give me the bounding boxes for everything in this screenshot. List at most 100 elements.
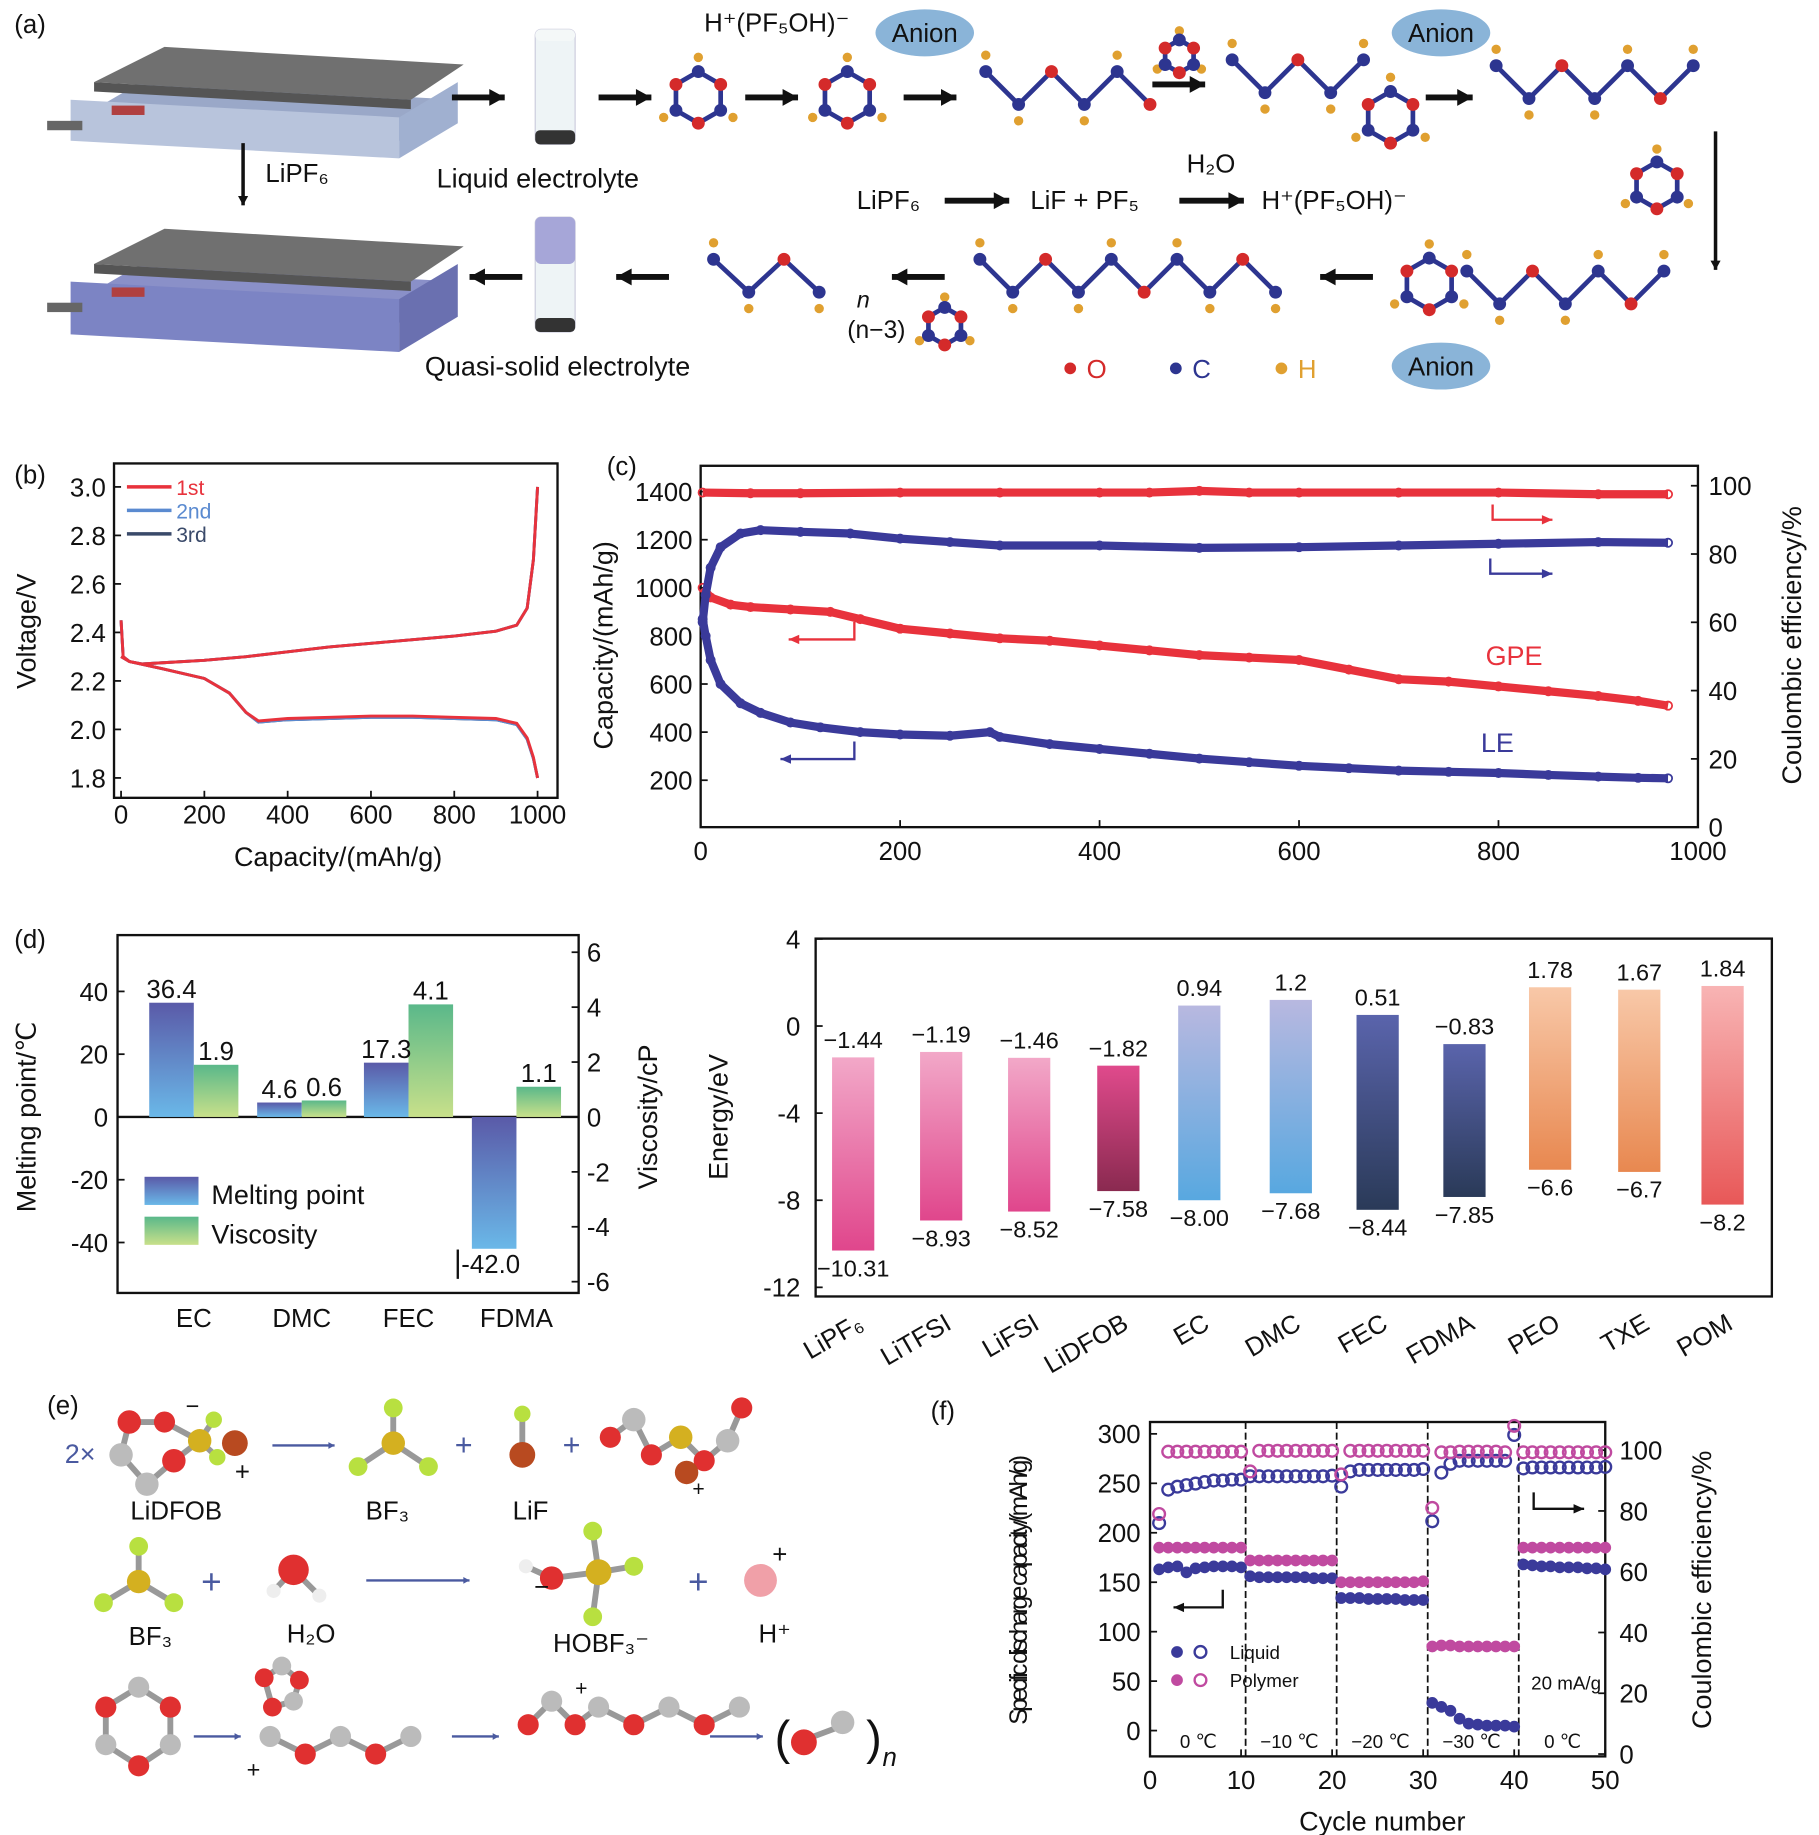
- data-line: [702, 486, 1669, 499]
- quasi-solid-cell: [47, 228, 464, 352]
- y2-tick-label: 4: [587, 995, 601, 1023]
- h-plus-label: H⁺: [758, 1621, 790, 1649]
- legend-label: Liquid: [1230, 1642, 1280, 1663]
- hydrogen-atom: [877, 112, 887, 123]
- x-tick-label: 800: [433, 802, 476, 830]
- bottom-energy-value: −6.7: [1616, 1177, 1662, 1203]
- hydrogen-atom: [1205, 303, 1215, 314]
- carbon-atom: [1361, 123, 1375, 137]
- oxygen-atom: [1406, 97, 1420, 111]
- hydrogen-atom: [1652, 144, 1662, 154]
- top-energy-value: −1.44: [824, 1027, 883, 1053]
- arrow: [745, 88, 799, 106]
- energy-bar: [1097, 1065, 1140, 1192]
- capacity-point: [1435, 1700, 1448, 1713]
- carbon-atom: [1630, 190, 1644, 204]
- y-tick-label: 1000: [635, 575, 692, 603]
- arrow-head: [891, 268, 908, 286]
- plus-sign: +: [563, 1428, 581, 1462]
- c: [588, 1696, 610, 1718]
- ring-bond: [1404, 255, 1454, 313]
- melting-point-bar: [363, 1062, 409, 1117]
- capacity-point: [1235, 1541, 1247, 1554]
- hydrogen-atom: [1174, 26, 1185, 36]
- o: [128, 1755, 150, 1777]
- capacity-point: [1462, 1717, 1475, 1730]
- hydrogen-atom: [1688, 44, 1698, 54]
- capacity-point: [1198, 1541, 1211, 1554]
- carbon-atom: [863, 103, 877, 117]
- efficiency-point: [1388, 1443, 1403, 1458]
- c: [329, 1725, 352, 1748]
- data-point: [1044, 739, 1055, 750]
- o: [693, 1450, 715, 1472]
- data-point: [1094, 743, 1105, 754]
- bf3-label: BF₃: [366, 1497, 409, 1525]
- temperature-label: 0 ℃: [1544, 1731, 1581, 1752]
- ring-attached-lower: [1389, 239, 1469, 317]
- data-point: [1244, 757, 1255, 768]
- top-energy-value: 0.51: [1355, 985, 1401, 1011]
- capacity-point: [1253, 1554, 1266, 1567]
- carbon-atom: [1324, 86, 1338, 100]
- y-tick-label: -40: [71, 1230, 108, 1258]
- hydrogen-atom: [744, 303, 754, 314]
- category-label: FDMA: [1402, 1309, 1480, 1370]
- arrow-to-right-axis: [1489, 558, 1553, 579]
- anion-ellipse: [875, 9, 975, 57]
- released-trioxane: [914, 292, 975, 352]
- efficiency-point: [1580, 1445, 1595, 1460]
- reaction-reactant: LiPF₆: [857, 187, 920, 215]
- tab-red: [111, 105, 145, 115]
- capacity-point: [1408, 1576, 1420, 1589]
- minus-sign: −: [186, 1393, 200, 1419]
- capacity-point: [1499, 1719, 1511, 1732]
- c: [284, 1691, 303, 1711]
- efficiency-point: [1543, 1460, 1558, 1475]
- data-point: [895, 533, 906, 544]
- carbon-atom: [1071, 285, 1085, 299]
- data-point: [1443, 766, 1454, 777]
- legend-swatch-viscosity: [144, 1216, 199, 1245]
- carbon-atom: [1621, 59, 1634, 73]
- arrow-head: [780, 754, 791, 764]
- legend-open-marker: [1193, 1644, 1208, 1660]
- data-point: [697, 487, 708, 498]
- bottom-energy-value: −7.85: [1435, 1202, 1494, 1228]
- electrolyte-side: [399, 82, 458, 159]
- arrow: [193, 1733, 241, 1740]
- efficiency-point: [1543, 1445, 1558, 1460]
- arrow: [451, 1733, 499, 1740]
- c: [95, 1734, 117, 1756]
- arrow-head: [616, 268, 632, 286]
- capacity-point: [1490, 1640, 1502, 1653]
- efficiency-point: [1479, 1453, 1494, 1468]
- efficiency-point: [1206, 1444, 1221, 1459]
- carbon-atom: [1445, 290, 1459, 304]
- efficiency-point: [1488, 1444, 1504, 1459]
- efficiency-point: [1234, 1472, 1249, 1487]
- y-tick-label: 200: [1098, 1520, 1141, 1548]
- b: [381, 1431, 405, 1455]
- series-Polymer-efficiency: [1152, 1418, 1613, 1522]
- efficiency-point: [1179, 1444, 1194, 1459]
- temperature-label: −10 ℃: [1260, 1731, 1318, 1752]
- hobf3-label: HOBF₃⁻: [553, 1630, 649, 1658]
- capacity-point: [1289, 1554, 1302, 1567]
- ring-attached: [1351, 72, 1430, 150]
- efficiency-point: [1261, 1469, 1276, 1484]
- data-point: [1294, 487, 1305, 498]
- carbon-atom: [1269, 285, 1283, 299]
- y-axis-label: Voltage/V: [11, 573, 41, 688]
- data-point: [1493, 538, 1504, 549]
- hydrogen-atom: [1589, 110, 1600, 120]
- y-tick-label: 0: [94, 1104, 108, 1132]
- efficiency-point: [1234, 1444, 1249, 1459]
- legend-label: 1st: [176, 477, 204, 500]
- arrow-head: [940, 88, 957, 106]
- hydrogen-atom: [1620, 198, 1631, 209]
- x-tick-label: 200: [879, 838, 922, 866]
- tab: [47, 120, 83, 131]
- efficiency-point: [1388, 1462, 1403, 1477]
